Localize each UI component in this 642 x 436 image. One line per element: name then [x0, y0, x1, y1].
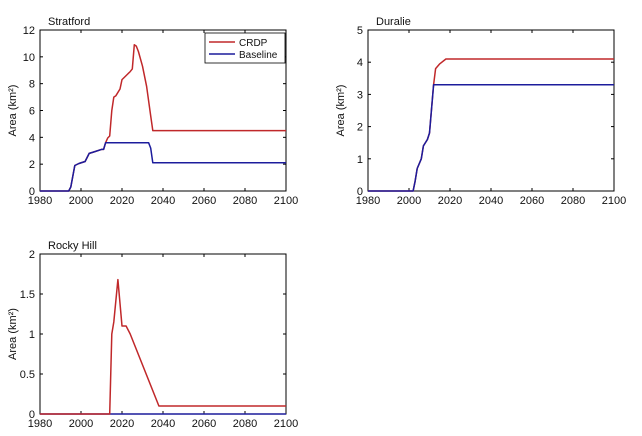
series-line-crdp [40, 278, 286, 415]
plot-area [367, 29, 615, 192]
chart-title: Rocky Hill [48, 240, 97, 252]
y-tick-label: 2 [29, 249, 35, 261]
y-tick-label: 0 [29, 409, 35, 421]
x-tick-label: 1980 [28, 418, 52, 430]
x-tick-label: 2040 [151, 418, 175, 430]
legend-label-baseline: Baseline [239, 50, 278, 61]
x-tick-label: 2100 [274, 195, 298, 207]
x-tick-label: 2020 [110, 195, 134, 207]
x-tick-label: 2040 [151, 195, 175, 207]
y-axis-label: Area (km²) [7, 308, 19, 360]
x-tick-label: 2000 [69, 418, 93, 430]
y-tick-label: 3 [357, 89, 363, 101]
y-tick-label: 6 [29, 106, 35, 118]
y-tick-label: 5 [357, 25, 363, 37]
x-tick-label: 2080 [233, 418, 257, 430]
x-tick-label: 2080 [233, 195, 257, 207]
y-tick-label: 10 [23, 52, 35, 64]
x-tick-label: 2060 [520, 195, 544, 207]
chart-duralie: 1980 2000 2020 2040 2060 2080 2100 0 1 2 3 4 5 Durali… [335, 16, 626, 207]
x-tick-label: 2020 [110, 418, 134, 430]
x-tick-label: 1980 [356, 195, 380, 207]
y-tick-label: 2 [357, 122, 363, 134]
x-tick-label: 2000 [69, 195, 93, 207]
y-tick-label: 0 [357, 186, 363, 198]
x-tick-label: 2000 [397, 195, 421, 207]
y-tick-label: 0.5 [20, 369, 35, 381]
x-tick-label: 2080 [561, 195, 585, 207]
x-tick-label: 2060 [192, 195, 216, 207]
chart-title: Duralie [376, 16, 411, 28]
y-axis-label: Area (km²) [335, 85, 347, 137]
y-axis-label: Area (km²) [7, 85, 19, 137]
x-tick-label: 2060 [192, 418, 216, 430]
x-tick-label: 2040 [479, 195, 503, 207]
y-tick-label: 12 [23, 25, 35, 37]
y-tick-label: 1.5 [20, 289, 35, 301]
y-tick-label: 0 [29, 186, 35, 198]
y-tick-label: 4 [29, 132, 35, 144]
x-tick-label: 2100 [274, 418, 298, 430]
y-tick-label: 1 [357, 154, 363, 166]
y-tick-label: 4 [357, 57, 363, 69]
series-line-baseline [368, 83, 614, 192]
x-tick-label: 1980 [28, 195, 52, 207]
x-tick-label: 2020 [438, 195, 462, 207]
y-tick-label: 2 [29, 159, 35, 171]
chart-rocky-hill: 1980 2000 2020 2040 2060 2080 2100 0 0.5 1 1.5 2 Roc… [7, 240, 298, 430]
chart-stratford: 1980 2000 2020 2040 2060 2080 2100 0 2 4 6 8 10 12 Str… [7, 16, 298, 207]
legend-label-crdp: CRDP [239, 38, 268, 49]
x-tick-label: 2100 [602, 195, 626, 207]
plot-area [39, 253, 287, 415]
y-tick-label: 8 [29, 79, 35, 91]
series-line-baseline [40, 141, 286, 192]
chart-title: Stratford [48, 16, 90, 28]
legend-box [204, 32, 286, 64]
y-tick-label: 1 [29, 329, 35, 341]
